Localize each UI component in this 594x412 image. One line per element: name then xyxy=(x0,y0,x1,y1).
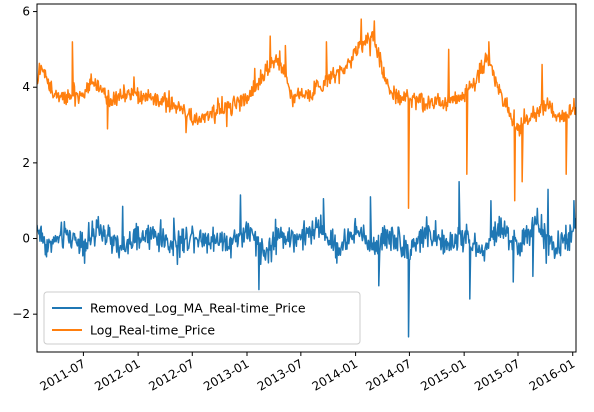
axes-frame xyxy=(36,3,577,353)
y-tick-label: 0 xyxy=(22,232,30,246)
x-tick-label: 2014-01 xyxy=(310,356,360,393)
x-tick-label: 2014-07 xyxy=(363,356,413,393)
x-tick-label: 2012-07 xyxy=(146,356,196,393)
x-tick-label: 2013-07 xyxy=(255,356,305,393)
y-tick-label: 4 xyxy=(22,80,30,94)
series-line-removed-log-ma-real-time-price xyxy=(37,181,576,338)
x-tick-label: 2015-07 xyxy=(472,356,522,393)
x-tick-label: 2011-07 xyxy=(37,356,87,393)
x-tick-label: 2015-01 xyxy=(418,356,468,393)
y-tick-label: 6 xyxy=(22,5,30,19)
legend-box xyxy=(43,291,361,345)
legend: Removed_Log_MA_Real-time_Price Log_Real-… xyxy=(43,291,361,345)
x-tick-label: 2012-01 xyxy=(92,356,142,393)
x-tick-label: 2013-01 xyxy=(201,356,251,393)
series-line-log-real-time-price xyxy=(37,18,576,210)
y-tick-label: −2 xyxy=(12,307,30,321)
legend-label-removed-log-ma: Removed_Log_MA_Real-time_Price xyxy=(90,301,306,316)
y-tick-label: 2 xyxy=(22,156,30,170)
x-tick-label: 2016-01 xyxy=(527,356,577,393)
series-layer xyxy=(37,18,576,338)
legend-label-log-real-time-price: Log_Real-time_Price xyxy=(90,323,215,338)
